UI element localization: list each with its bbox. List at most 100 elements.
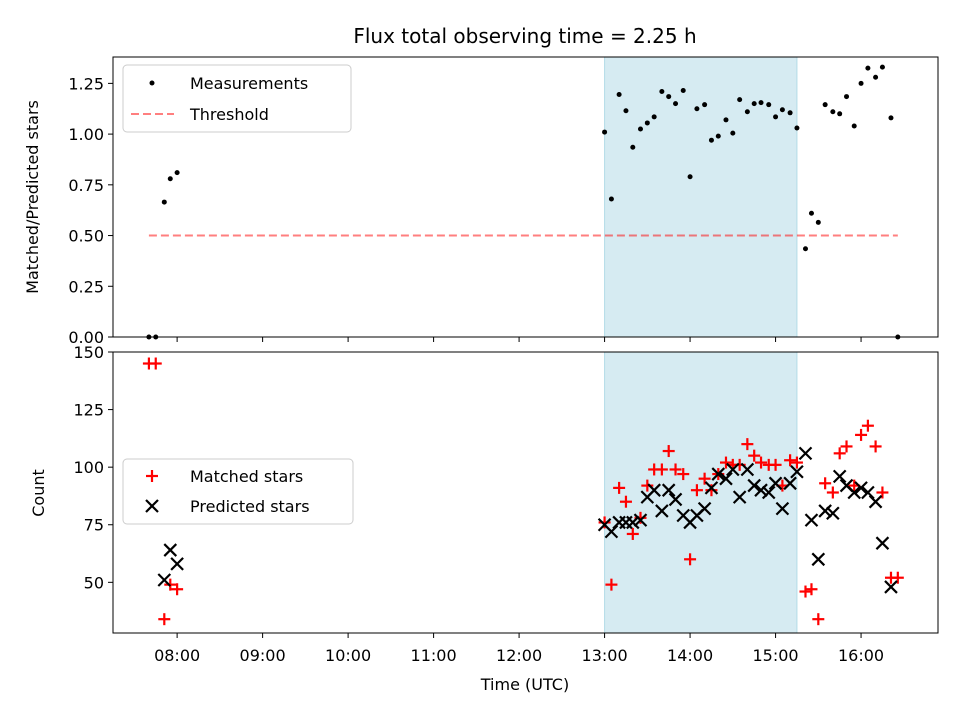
measurement-point: [751, 101, 757, 107]
measurement-point: [815, 219, 821, 225]
predicted-star-point: [826, 506, 840, 521]
bottom-legend: Matched stars Predicted stars: [122, 458, 354, 525]
measurement-point: [758, 100, 764, 106]
bottom-y-tick-label: 150: [73, 343, 104, 362]
bottom-x-tick-label: 09:00: [240, 646, 286, 665]
measurement-point: [666, 94, 672, 100]
measurement-point: [779, 107, 785, 113]
measurement-point: [161, 199, 167, 205]
bottom-y-tick-label: 50: [84, 573, 104, 592]
measurement-point: [694, 106, 700, 112]
measurement-point: [602, 129, 608, 135]
bottom-x-tick-label: 08:00: [154, 646, 200, 665]
matched-star-point: [891, 571, 904, 584]
legend-threshold-label: Threshold: [189, 105, 269, 124]
predicted-star-point: [875, 536, 890, 550]
measurement-point: [730, 130, 736, 136]
matched-star-point: [819, 477, 832, 490]
matched-star-point: [677, 468, 690, 481]
predicted-star-point: [726, 462, 740, 477]
predicted-star-point: [818, 504, 832, 518]
measurement-point: [837, 111, 843, 117]
top-legend-box: [122, 64, 352, 133]
matched-star-point: [784, 454, 797, 467]
predicted-star-point: [163, 543, 178, 557]
top-y-ticks: 0.00 0.25 0.50 0.75 1.00 1.25: [68, 74, 113, 347]
matched-star-point: [619, 495, 632, 508]
top-shaded-region: [604, 56, 798, 338]
top-y-tick-label: 0.25: [68, 277, 104, 296]
predicted-star-point: [804, 513, 819, 527]
predicted-star-point: [790, 464, 804, 479]
predicted-star-point: [668, 492, 683, 507]
measurement-point: [873, 74, 879, 80]
predicted-star-point: [697, 501, 712, 516]
predicted-star-point: [783, 476, 797, 491]
matched-star-point: [613, 481, 626, 494]
top-x-ticks: [176, 337, 862, 342]
bottom-legend-box: [122, 458, 354, 525]
predicted-star-point: [868, 494, 883, 509]
measurement-point: [623, 108, 629, 114]
matched-star-point: [805, 583, 818, 596]
matched-star-point: [149, 357, 162, 370]
bottom-x-tick-label: 13:00: [582, 646, 628, 665]
predicted-star-point: [626, 515, 640, 530]
bottom-x-tick-label: 14:00: [667, 646, 713, 665]
measurement-point: [822, 102, 828, 108]
measurement-point: [680, 87, 686, 93]
measurement-point: [637, 126, 643, 132]
matched-star-point: [690, 484, 703, 497]
matched-star-point: [812, 613, 825, 626]
matched-star-point: [641, 479, 654, 492]
bottom-panel: 50 75 100 125 150 08:00 09:00 10:00 11:00 12:00 1…: [29, 343, 939, 694]
measurement-point: [787, 110, 793, 116]
matched-star-point: [626, 527, 639, 540]
measurement-point: [766, 102, 772, 108]
measurement-point: [708, 137, 714, 143]
matched-star-point: [662, 445, 675, 458]
measurement-point: [174, 170, 180, 176]
legend-predicted-label: Predicted stars: [190, 497, 310, 516]
bottom-y-axis-label: Count: [29, 469, 48, 517]
top-y-tick-label: 1.00: [68, 125, 104, 144]
top-panel: 0.00 0.25 0.50 0.75 1.00 1.25 Matched/Predict…: [23, 56, 939, 347]
predicted-star-point: [740, 462, 755, 477]
measurement-point: [702, 102, 708, 108]
matched-star-point: [769, 458, 782, 471]
top-y-tick-label: 0.50: [68, 227, 104, 246]
measurement-point: [773, 114, 779, 120]
measurement-point: [616, 92, 622, 98]
predicted-star-point: [768, 476, 783, 491]
measurement-point: [715, 133, 721, 139]
matched-star-point: [698, 472, 711, 485]
predicted-star-point: [655, 504, 669, 518]
measurement-point: [659, 88, 665, 94]
measurement-point: [794, 125, 800, 131]
legend-predicted-marker: [145, 499, 159, 513]
predicted-star-point: [747, 478, 761, 493]
predicted-star-point: [775, 501, 790, 516]
bottom-x-ticks: 08:00 09:00 10:00 11:00 12:00 13:00 14:00 15:00…: [154, 633, 884, 665]
matched-star-point: [605, 578, 618, 591]
measurement-point: [737, 97, 743, 103]
matched-star-point: [705, 484, 718, 497]
predicted-star-point: [847, 485, 861, 500]
matched-star-point: [840, 440, 853, 453]
top-y-tick-label: 0.00: [68, 328, 104, 347]
measurement-point: [167, 176, 173, 182]
matched-star-point: [826, 486, 839, 499]
measurement-point: [644, 120, 650, 126]
chart-title: Flux total observing time = 2.25 h: [353, 24, 696, 48]
measurement-point: [608, 196, 614, 202]
top-legend: Measurements Threshold: [122, 64, 352, 133]
predicted-star-point: [647, 483, 661, 497]
measurement-points: [146, 64, 901, 340]
predicted-star-point: [719, 471, 733, 486]
measurement-point: [858, 80, 864, 86]
matched-star-point: [861, 419, 874, 432]
bottom-x-tick-label: 16:00: [838, 646, 884, 665]
measurement-point: [802, 246, 808, 252]
matched-star-point: [748, 449, 761, 462]
